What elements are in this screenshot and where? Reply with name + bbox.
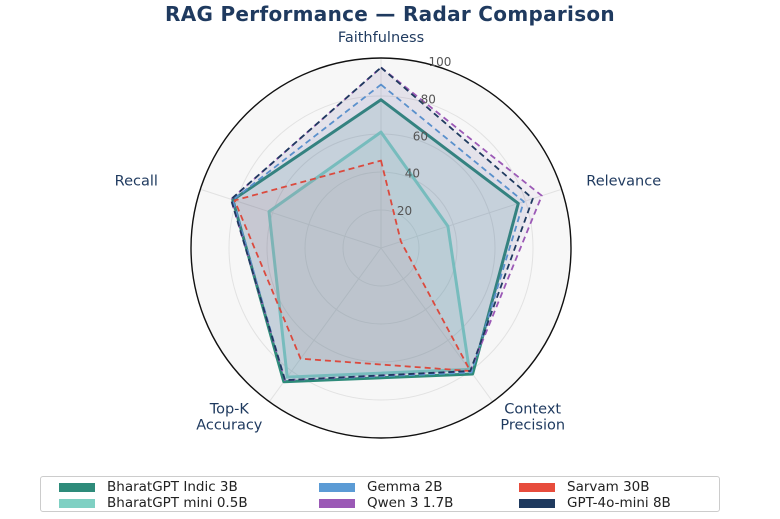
legend-label: BharatGPT mini 0.5B <box>107 495 248 511</box>
legend-label: Sarvam 30B <box>567 479 650 495</box>
radar-outer-frame <box>190 57 572 439</box>
legend-item: BharatGPT Indic 3B <box>59 479 238 495</box>
series-polygon-gpt-4o-mini-8b <box>230 66 534 382</box>
series-polygon-bharatgpt-mini-0-5b <box>267 130 471 379</box>
chart-title: RAG Performance — Radar Comparison <box>165 2 615 26</box>
legend-item: Qwen 3 1.7B <box>319 495 453 511</box>
axis-label-0: Faithfulness <box>338 30 424 46</box>
radial-tick-label: 60 <box>413 130 428 144</box>
legend-item: Gemma 2B <box>319 479 442 495</box>
grid-spoke <box>380 188 562 249</box>
radar-series <box>230 66 543 384</box>
grid-spoke <box>380 247 494 403</box>
legend-swatch <box>319 498 355 508</box>
radial-tick-label: 100 <box>429 55 452 69</box>
legend-label: GPT-4o-mini 8B <box>567 495 671 511</box>
series-polygon-sarvam-30b <box>233 159 472 372</box>
radial-tick-label: 80 <box>421 92 436 106</box>
radar-grid <box>190 57 572 439</box>
legend-label: Gemma 2B <box>367 479 443 495</box>
grid-spoke <box>200 188 382 249</box>
legend: BharatGPT Indic 3B BharatGPT mini 0.5B Gem… <box>40 476 720 512</box>
axis-label-3: Top-K Accuracy <box>196 402 263 434</box>
radar-labels: 20 40 60 80 100 Faithfulness Relevance Context P… <box>115 30 662 434</box>
radar-chart: 20 40 60 80 100 Faithfulness Relevance Context P… <box>115 30 662 439</box>
radial-tick-label: 40 <box>405 167 420 181</box>
legend-item: Sarvam 30B <box>519 479 650 495</box>
axis-label-1: Relevance <box>586 173 661 189</box>
legend-item: GPT-4o-mini 8B <box>519 495 671 511</box>
legend-swatch <box>519 498 555 508</box>
axis-label-2: Context Precision <box>500 402 565 434</box>
legend-swatch <box>319 482 355 492</box>
legend-swatch <box>59 498 95 508</box>
legend-label: Qwen 3 1.7B <box>367 495 454 511</box>
series-polygon-bharatgpt-indic-3b <box>231 98 520 384</box>
series-polygon-gemma-2b <box>231 83 525 382</box>
radial-tick-label: 20 <box>397 204 412 218</box>
legend-label: BharatGPT Indic 3B <box>107 479 238 495</box>
axis-label-4: Recall <box>115 173 158 189</box>
legend-swatch <box>59 482 95 492</box>
legend-item: BharatGPT mini 0.5B <box>59 495 248 511</box>
legend-swatch <box>519 482 555 492</box>
